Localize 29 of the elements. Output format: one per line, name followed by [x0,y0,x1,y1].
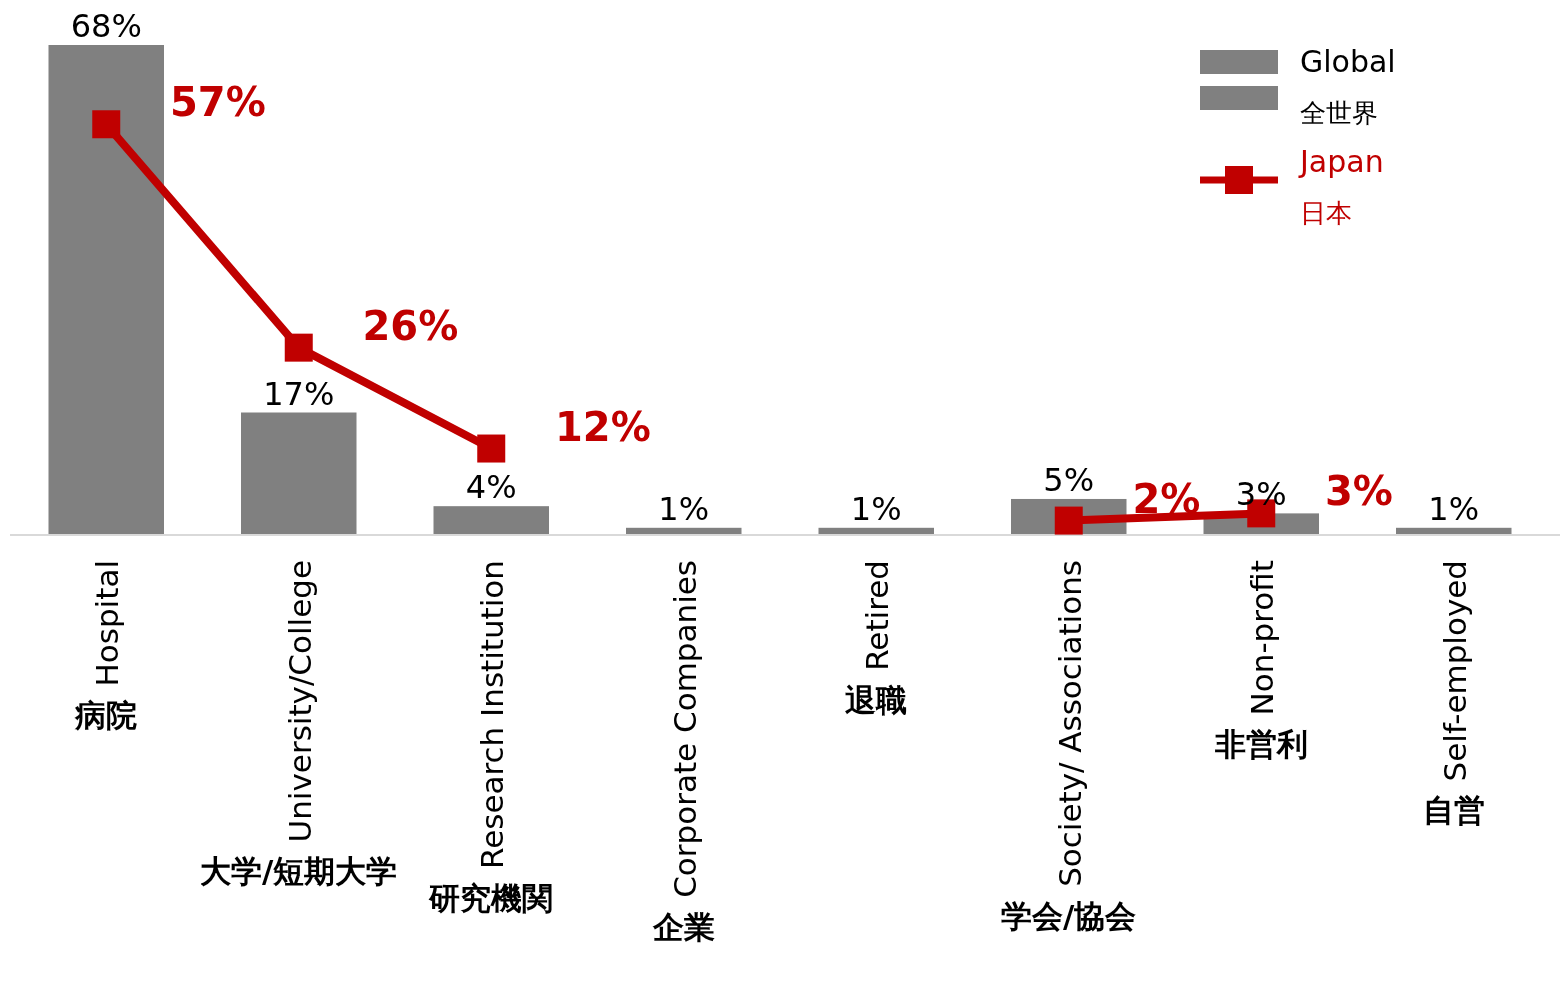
point [92,110,121,139]
data-label: 68% [70,7,142,45]
x-tick-label: Retired 退職 [845,560,908,718]
x-tick-label: Hospital 病院 [74,560,138,734]
data-label: 26% [362,302,459,349]
bar [241,412,357,535]
x-tick-label: Self-employed 自営 [1422,560,1485,829]
x-tick-label: Society/ Associations 学会/協会 [1001,560,1137,934]
data-label: 3% [1325,468,1393,515]
data-label: 3% [1235,475,1287,514]
data-label: 4% [465,468,517,507]
x-tick-label: Corporate Companies 企業 [651,560,715,945]
point [477,434,506,463]
data-label: 5% [1043,460,1095,499]
data-label: 12% [555,403,651,450]
x-tick-label: Non-profit 非営利 [1213,560,1308,763]
legend-label: Global 全世界 [1300,44,1396,128]
bar [48,45,164,535]
data-label: 1% [658,489,710,528]
point [284,333,313,362]
x-tick-label: University/College 大学/短期大学 [200,560,398,890]
bar [433,506,549,535]
data-label: 57% [170,79,266,126]
legend-label: Japan 日本 [1298,144,1384,228]
data-label: 17% [263,374,335,413]
data-label: 1% [850,489,902,528]
data-label: 2% [1132,475,1201,522]
data-label: 1% [1428,489,1480,528]
x-tick-label: Research Institution 研究機関 [428,560,554,916]
